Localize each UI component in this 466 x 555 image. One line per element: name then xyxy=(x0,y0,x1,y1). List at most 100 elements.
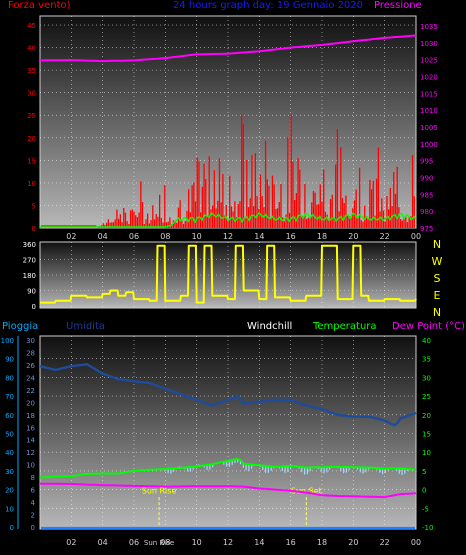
wind-x-tick-label: 06 xyxy=(129,232,139,241)
humidity-y-tick-label: 0 xyxy=(31,524,35,532)
humidity-y-tick-label: 16 xyxy=(26,424,35,432)
pressure-line xyxy=(40,34,417,63)
legend-windchill: Windchill xyxy=(247,321,293,332)
rain-y-tick-label: 90 xyxy=(5,356,14,364)
rain-y-tick-label: 60 xyxy=(5,412,14,420)
temp-x-tick-label: 08 xyxy=(160,538,170,547)
humidity-y-tick-label: 30 xyxy=(26,337,35,345)
temp-x-tick-label: 10 xyxy=(192,538,202,547)
direction-compass-label: E xyxy=(434,289,441,302)
temp-x-tick-label: 22 xyxy=(380,538,390,547)
temp-x-tick-sunrise: Sun Rise xyxy=(144,539,174,547)
legend-umidita: Umidita xyxy=(66,321,106,332)
direction-y-tick-label: 180 xyxy=(23,272,36,280)
direction-compass-label: N xyxy=(433,306,441,319)
pressure-y-tick-label: 1005 xyxy=(420,124,438,132)
wind-y-tick-label: 35 xyxy=(27,67,36,75)
legend-temperatura: Temperatura xyxy=(313,321,377,332)
dew-point-line xyxy=(39,482,417,499)
humidity-y-tick-label: 20 xyxy=(26,399,35,407)
humidity-y-tick-label: 28 xyxy=(26,349,35,357)
pressure-y-tick-label: 1010 xyxy=(420,107,438,115)
legend-dew-point: Dew Point (°C) xyxy=(392,321,466,332)
rain-y-tick-label: 20 xyxy=(5,487,14,495)
temp-x-tick-label: 12 xyxy=(223,538,233,547)
rain-y-tick-label: 100 xyxy=(1,337,14,345)
pressure-y-tick-label: 1025 xyxy=(420,57,438,65)
pressure-y-tick-label: 1020 xyxy=(420,74,438,82)
wind-y-tick-label: 10 xyxy=(27,180,36,188)
humidity-line xyxy=(39,363,417,427)
sun-annotation-label: Sun Set xyxy=(291,486,322,495)
wind-y-tick-label: 20 xyxy=(27,135,36,143)
rain-y-tick-label: 80 xyxy=(5,374,14,382)
temp-y-tick-label: 5 xyxy=(422,468,426,476)
temp-y-tick-label: 20 xyxy=(422,412,431,420)
direction-y-tick-label: 360 xyxy=(23,241,36,249)
pressure-y-tick-label: 1035 xyxy=(420,23,438,31)
temp-y-tick-label: -10 xyxy=(422,524,433,532)
temp-y-tick-label: 30 xyxy=(422,374,431,382)
direction-compass-label: S xyxy=(434,272,441,285)
direction-y-tick-label: 0 xyxy=(32,303,36,311)
humidity-y-tick-label: 24 xyxy=(26,374,35,382)
temp-x-tick-label: 06 xyxy=(129,538,139,547)
rain-y-tick-label: 0 xyxy=(10,524,14,532)
wind-y-tick-label: 45 xyxy=(27,22,36,30)
pressure-y-tick-label: 1015 xyxy=(420,90,438,98)
temp-y-tick-label: 0 xyxy=(422,487,426,495)
temp-y-tick-label: 10 xyxy=(422,449,431,457)
sun-annotation-label: Sun Rise xyxy=(142,486,177,495)
wind-x-tick-label: 22 xyxy=(380,232,390,241)
direction-y-tick-label: 270 xyxy=(23,257,36,265)
pressure-axis-title: Pressione xyxy=(374,0,422,11)
humidity-y-tick-label: 4 xyxy=(31,499,36,507)
direction-compass-label: N xyxy=(433,238,441,251)
direction-compass-label: W xyxy=(432,255,443,268)
wind-x-tick-label: 00 xyxy=(411,232,421,241)
rain-y-tick-label: 10 xyxy=(5,505,14,513)
temp-x-tick-label: 20 xyxy=(348,538,358,547)
humidity-y-tick-label: 6 xyxy=(31,487,36,495)
pressure-y-tick-label: 1000 xyxy=(420,141,438,149)
rain-y-tick-label: 70 xyxy=(5,393,14,401)
pressure-y-tick-label: 985 xyxy=(420,191,433,199)
humidity-y-tick-label: 14 xyxy=(26,437,35,445)
wind-y-tick-label: 15 xyxy=(27,157,36,165)
wind-x-tick-label: 16 xyxy=(286,232,296,241)
wind-x-tick-label: 18 xyxy=(317,232,327,241)
rain-y-tick-label: 40 xyxy=(5,449,14,457)
wind-x-tick-label: 14 xyxy=(254,232,264,241)
pressure-y-tick-label: 1030 xyxy=(420,40,438,48)
wind-x-tick-label: 12 xyxy=(223,232,233,241)
pressure-y-tick-label: 975 xyxy=(420,225,433,233)
pressure-y-tick-label: 990 xyxy=(420,175,433,183)
pressure-y-tick-label: 980 xyxy=(420,208,433,216)
wind-x-tick-label: 20 xyxy=(348,232,358,241)
rain-y-tick-label: 30 xyxy=(5,468,14,476)
gust-line xyxy=(40,212,417,228)
humidity-y-tick-label: 18 xyxy=(26,412,35,420)
temp-x-tick-label: 04 xyxy=(98,538,108,547)
direction-y-tick-label: 90 xyxy=(27,288,36,296)
humidity-y-tick-label: 26 xyxy=(26,362,35,370)
wind-y-tick-label: 0 xyxy=(32,225,36,233)
temp-x-tick-label: 00 xyxy=(411,538,421,547)
temp-x-tick-label: 18 xyxy=(317,538,327,547)
rain-y-tick-label: 50 xyxy=(5,431,14,439)
wind-axis-title: Forza vento) xyxy=(8,0,71,11)
temp-x-tick-label: 02 xyxy=(66,538,76,547)
wind-x-tick-label: 08 xyxy=(160,232,170,241)
chart-title: 24 hours graph day: 19 Gennaio 2020 xyxy=(173,0,363,11)
temp-x-tick-label: 16 xyxy=(286,538,296,547)
humidity-y-tick-label: 8 xyxy=(31,474,35,482)
humidity-y-tick-label: 12 xyxy=(26,449,35,457)
legend-pioggia: Pioggia xyxy=(2,321,39,332)
humidity-y-tick-label: 22 xyxy=(26,387,35,395)
wind-x-tick-label: 04 xyxy=(98,232,108,241)
temp-y-tick-label: -5 xyxy=(422,505,429,513)
temp-y-tick-label: 15 xyxy=(422,431,431,439)
temp-x-tick-label: 14 xyxy=(254,538,264,547)
